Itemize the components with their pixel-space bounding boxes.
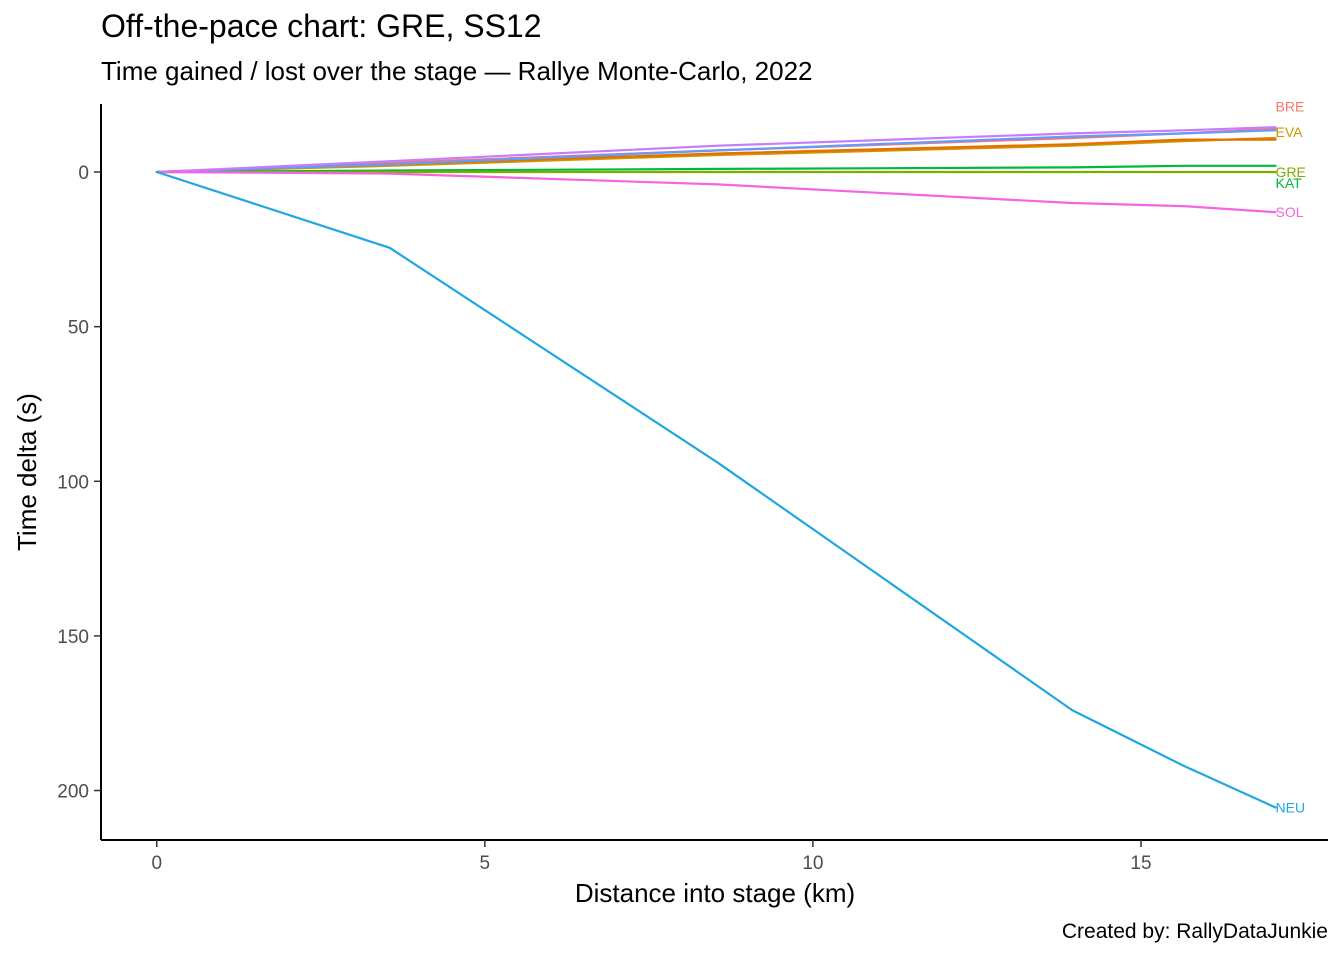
series-line-kat <box>155 164 1277 174</box>
x-tick-label: 0 <box>151 853 162 874</box>
chart-title: Off-the-pace chart: GRE, SS12 <box>101 8 542 44</box>
series-line-sol <box>155 170 1277 214</box>
series-label-bre: BRE <box>1276 99 1305 115</box>
series-label-neu: NEU <box>1276 800 1306 816</box>
series-label-eva: EVA <box>1276 124 1304 140</box>
x-tick-label: 10 <box>802 853 823 874</box>
series-layer <box>155 126 1277 809</box>
chart-subtitle: Time gained / lost over the stage — Rall… <box>101 56 813 86</box>
x-axis-title: Distance into stage (km) <box>575 878 855 908</box>
y-tick-label: 100 <box>57 472 89 493</box>
chart-caption: Created by: RallyDataJunkie <box>1061 920 1328 943</box>
y-tick-label: 50 <box>68 318 89 339</box>
x-tick-label: 5 <box>480 853 491 874</box>
series-label-kat: KAT <box>1276 175 1303 191</box>
x-tick-label: 15 <box>1130 853 1151 874</box>
y-tick-label: 150 <box>57 627 89 648</box>
y-axis-title: Time delta (s) <box>12 393 42 551</box>
y-tick-label: 0 <box>78 163 89 184</box>
y-tick-label: 200 <box>57 782 89 803</box>
series-line-neu <box>155 170 1277 809</box>
series-label-sol: SOL <box>1276 204 1304 220</box>
series-label-gre: GRE <box>1276 164 1306 180</box>
series-line-unlabelled <box>155 126 1277 174</box>
axes-layer <box>100 104 1328 841</box>
series-line-unlabelled <box>155 129 1277 174</box>
